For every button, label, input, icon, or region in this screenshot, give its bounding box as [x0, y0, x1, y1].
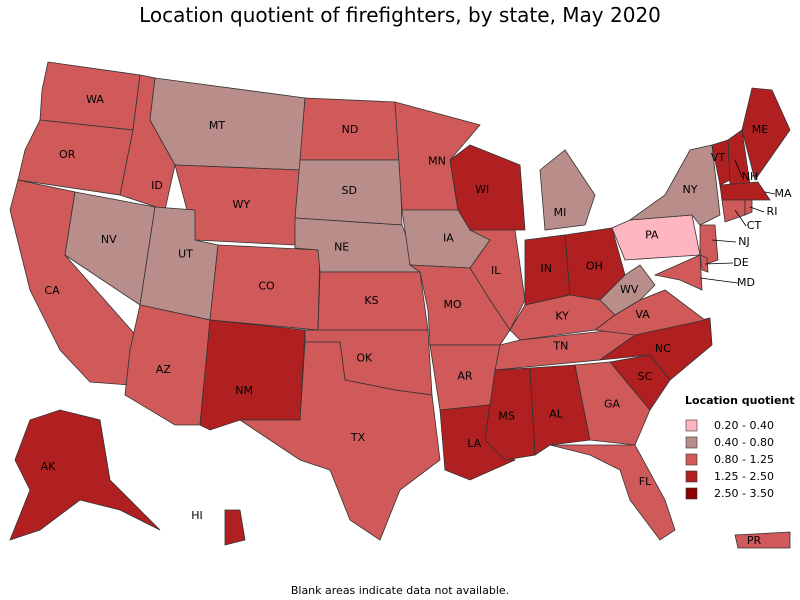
- state-label: HI: [191, 509, 203, 522]
- state: [449, 144, 526, 231]
- state-label: IL: [491, 264, 501, 277]
- state-label: MT: [209, 119, 225, 132]
- state: [699, 224, 719, 266]
- state-label: CA: [44, 284, 60, 297]
- state-label: IN: [541, 262, 552, 275]
- state: [628, 144, 721, 226]
- state: [17, 119, 134, 196]
- state-label: VT: [711, 151, 726, 164]
- state-label: AR: [457, 369, 473, 382]
- state-label: TN: [552, 340, 568, 353]
- state: [9, 409, 161, 541]
- legend-label: 0.80 - 1.25: [714, 453, 774, 466]
- state: [238, 341, 441, 541]
- state-label: PR: [747, 534, 762, 547]
- state-label: OK: [356, 351, 373, 364]
- state-label: MA: [774, 187, 791, 200]
- state-label: PA: [645, 229, 659, 242]
- state: [653, 254, 703, 291]
- state-label: CT: [747, 219, 762, 232]
- legend-label: 0.40 - 0.80: [714, 436, 774, 449]
- state-label: RI: [767, 205, 778, 218]
- state-label: UT: [178, 248, 193, 261]
- state-label: SC: [638, 370, 653, 383]
- state: [611, 214, 701, 261]
- state-label: IA: [443, 232, 454, 245]
- state-label: NC: [655, 342, 671, 355]
- state-label: MS: [498, 409, 514, 422]
- state: [699, 254, 709, 273]
- leader-line: [734, 209, 747, 227]
- leader-line: [704, 262, 734, 265]
- legend-swatch: [685, 470, 698, 483]
- leader-line: [764, 191, 776, 195]
- leader-line: [699, 277, 739, 284]
- leader-line: [711, 239, 737, 243]
- state: [224, 509, 246, 546]
- states: [9, 61, 791, 549]
- state-label: ND: [342, 123, 359, 136]
- legend-label: 1.25 - 2.50: [714, 470, 774, 483]
- state: [721, 199, 746, 223]
- legend-swatch: [685, 419, 698, 432]
- legend: Location quotient 0.20 - 0.40 0.40 - 0.80…: [685, 394, 795, 500]
- state-labels: WA OR CA NV ID MT WY UT CO AZ NM ND SD NE KS OK TX MN IA MO…: [41, 93, 792, 547]
- state-label: NY: [683, 183, 698, 196]
- state-label: NV: [101, 233, 117, 246]
- state-label: NH: [742, 170, 759, 183]
- state: [539, 149, 596, 231]
- map-title: Location quotient of firefighters, by st…: [139, 3, 661, 27]
- state-label: MO: [443, 298, 461, 311]
- legend-title: Location quotient: [685, 394, 795, 407]
- state-label: WY: [232, 198, 250, 211]
- state-label: SD: [342, 184, 357, 197]
- state-label: AK: [41, 460, 57, 473]
- state: [734, 531, 791, 549]
- state-label: CO: [258, 279, 275, 292]
- state-label: KY: [555, 309, 569, 322]
- state-label: MI: [554, 206, 567, 219]
- legend-label: 0.20 - 0.40: [714, 419, 774, 432]
- state-label: AL: [549, 408, 564, 421]
- state: [719, 181, 771, 201]
- state: [149, 77, 306, 171]
- state-label: WV: [620, 283, 639, 296]
- legend-label: 2.50 - 3.50: [714, 487, 774, 500]
- state-label: WA: [86, 93, 104, 106]
- state: [529, 364, 591, 456]
- leader-line: [734, 159, 743, 178]
- state: [469, 229, 526, 331]
- state-label: OH: [586, 260, 603, 273]
- state-label: MD: [737, 276, 755, 289]
- state: [599, 264, 656, 316]
- state: [574, 361, 651, 446]
- state-label: MN: [428, 154, 446, 167]
- state-label: KS: [364, 294, 378, 307]
- leader-line: [749, 206, 765, 213]
- state: [741, 87, 791, 181]
- state-label: FL: [639, 475, 652, 488]
- state-label: NE: [334, 241, 349, 254]
- state-label: OR: [59, 148, 76, 161]
- footnote: Blank areas indicate data not available.: [291, 584, 509, 597]
- state: [199, 319, 306, 431]
- state-label: NJ: [738, 235, 749, 248]
- legend-swatch: [685, 453, 698, 466]
- state-label: TX: [350, 431, 366, 444]
- state-label: VA: [635, 308, 650, 321]
- legend-swatch: [685, 487, 698, 500]
- state-label: AZ: [156, 363, 172, 376]
- state-label: ID: [151, 179, 163, 192]
- state-label: ME: [752, 123, 768, 136]
- state-label: DE: [733, 256, 748, 269]
- legend-swatch: [685, 436, 698, 449]
- state-label: GA: [604, 397, 621, 410]
- state-label: LA: [467, 437, 481, 450]
- state-label: WI: [475, 183, 489, 196]
- state: [744, 199, 753, 216]
- state-label: NM: [235, 384, 253, 397]
- state: [549, 444, 676, 541]
